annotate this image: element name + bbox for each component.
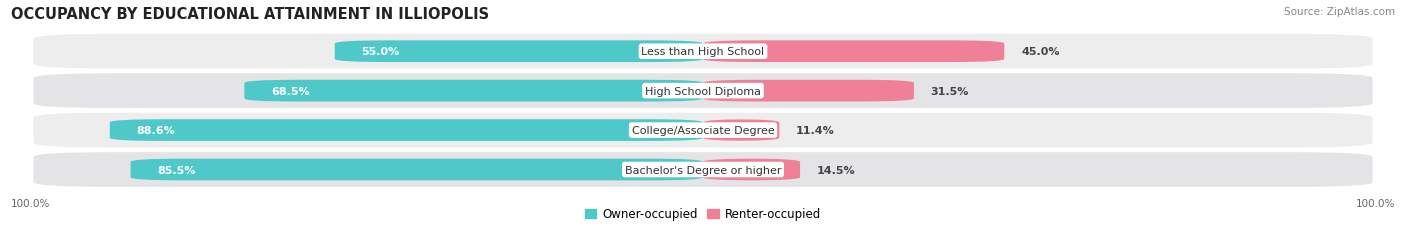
FancyBboxPatch shape <box>34 113 1372 148</box>
FancyBboxPatch shape <box>110 120 703 141</box>
Text: Less than High School: Less than High School <box>641 47 765 57</box>
Text: 55.0%: 55.0% <box>361 47 399 57</box>
FancyBboxPatch shape <box>131 159 703 181</box>
FancyBboxPatch shape <box>34 74 1372 109</box>
Text: 31.5%: 31.5% <box>931 86 969 96</box>
FancyBboxPatch shape <box>703 41 1004 63</box>
FancyBboxPatch shape <box>34 152 1372 187</box>
Text: OCCUPANCY BY EDUCATIONAL ATTAINMENT IN ILLIOPOLIS: OCCUPANCY BY EDUCATIONAL ATTAINMENT IN I… <box>11 7 489 22</box>
Text: 100.0%: 100.0% <box>11 198 51 208</box>
Text: 68.5%: 68.5% <box>271 86 309 96</box>
Text: High School Diploma: High School Diploma <box>645 86 761 96</box>
FancyBboxPatch shape <box>703 80 914 102</box>
Text: Source: ZipAtlas.com: Source: ZipAtlas.com <box>1284 7 1395 17</box>
Text: 14.5%: 14.5% <box>817 165 855 175</box>
Text: 100.0%: 100.0% <box>1355 198 1395 208</box>
FancyBboxPatch shape <box>335 41 703 63</box>
FancyBboxPatch shape <box>703 120 779 141</box>
Text: 45.0%: 45.0% <box>1021 47 1060 57</box>
Text: Bachelor's Degree or higher: Bachelor's Degree or higher <box>624 165 782 175</box>
Legend: Owner-occupied, Renter-occupied: Owner-occupied, Renter-occupied <box>579 203 827 225</box>
Text: 88.6%: 88.6% <box>136 125 176 136</box>
FancyBboxPatch shape <box>703 159 800 181</box>
Text: College/Associate Degree: College/Associate Degree <box>631 125 775 136</box>
Text: 85.5%: 85.5% <box>157 165 195 175</box>
Text: 11.4%: 11.4% <box>796 125 835 136</box>
FancyBboxPatch shape <box>245 80 703 102</box>
FancyBboxPatch shape <box>34 35 1372 69</box>
